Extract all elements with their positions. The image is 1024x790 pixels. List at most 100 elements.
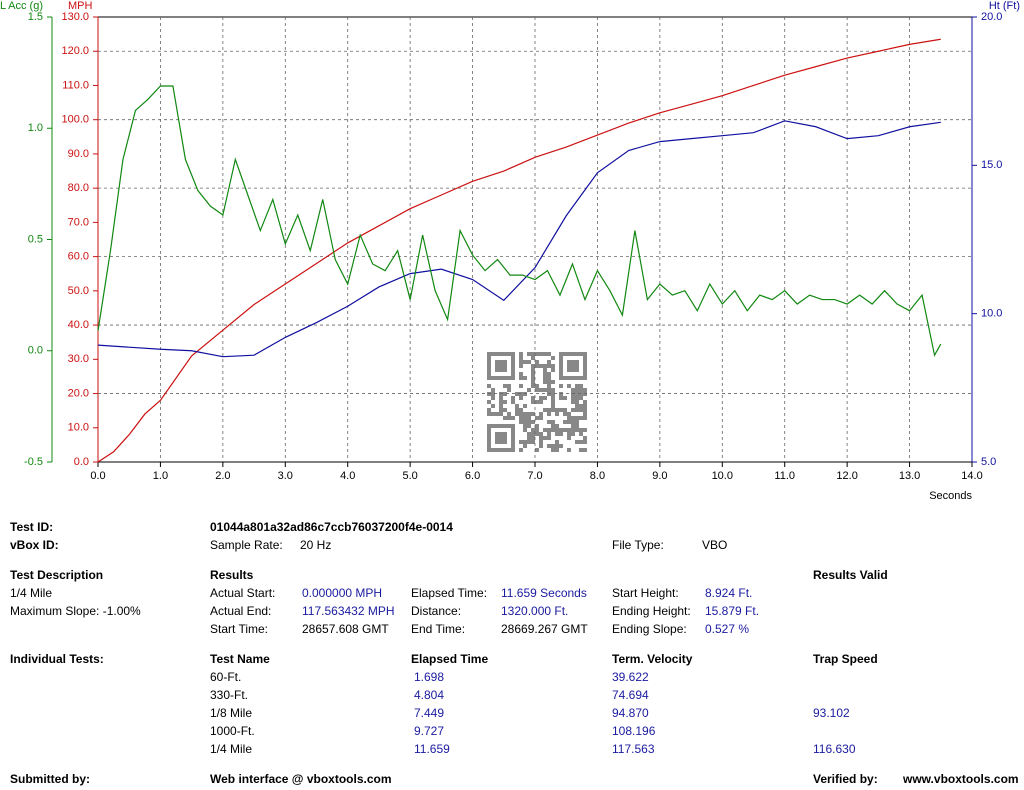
qr-cell (491, 412, 495, 416)
y-tick-label: 0.5 (28, 233, 43, 245)
qr-cell (551, 388, 555, 392)
x-tick-label: 14.0 (961, 470, 982, 482)
qr-cell (551, 396, 555, 400)
qr-cell (519, 416, 523, 420)
qr-cell (583, 408, 587, 412)
qr-cell (559, 408, 563, 412)
report-text: Ending Height: (612, 604, 691, 618)
qr-cell (531, 412, 535, 416)
qr-cell (551, 380, 555, 384)
qr-cell (551, 400, 555, 404)
qr-cell (519, 356, 523, 360)
qr-cell (539, 388, 543, 392)
qr-cell (547, 408, 551, 412)
qr-cell (531, 400, 535, 404)
qr-cell (571, 400, 575, 404)
qr-cell (567, 420, 571, 424)
qr-cell (531, 436, 535, 440)
qr-cell (487, 392, 491, 396)
qr-cell (491, 392, 495, 396)
qr-cell (543, 436, 547, 440)
qr-cell (531, 368, 535, 372)
qr-cell (515, 412, 519, 416)
x-tick-label: 0.0 (90, 470, 105, 482)
x-tick-label: 3.0 (278, 470, 293, 482)
qr-cell (519, 352, 523, 356)
qr-cell (575, 420, 579, 424)
qr-cell (527, 432, 531, 436)
qr-cell (515, 392, 519, 396)
qr-cell (519, 360, 523, 364)
qr-cell (579, 428, 583, 432)
qr-cell (527, 424, 531, 428)
qr-cell (547, 444, 551, 448)
y-tick-label: 130.0 (61, 11, 89, 23)
qr-cell (519, 448, 523, 452)
qr-cell (531, 432, 535, 436)
x-tick-label: 13.0 (899, 470, 920, 482)
qr-cell (507, 416, 511, 420)
qr-cell (551, 420, 555, 424)
qr-cell (503, 384, 507, 388)
x-tick-label: 9.0 (652, 470, 667, 482)
y-tick-label: 20.0 (981, 11, 1002, 23)
report-text: 7.449 (414, 706, 444, 720)
qr-cell (551, 444, 555, 448)
x-tick-label: 6.0 (465, 470, 480, 482)
report-text: Test Description (10, 568, 103, 582)
qr-cell (567, 432, 571, 436)
report-text: 11.659 (414, 742, 450, 756)
qr-cell (539, 432, 543, 436)
y-tick-label: 10.0 (981, 308, 1002, 320)
report-text: 15.879 Ft. (705, 604, 759, 618)
qr-cell (559, 392, 563, 396)
qr-cell (567, 448, 571, 452)
y-tick-label: 0.0 (74, 456, 89, 468)
qr-cell (535, 428, 539, 432)
qr-cell (531, 352, 535, 356)
report-text: 1/4 Mile (210, 742, 252, 756)
report-text: 01044a801a32ad86c7ccb76037200f4e-0014 (210, 520, 453, 534)
report-text: www.vboxtools.com (902, 772, 1019, 786)
qr-cell (567, 436, 571, 440)
qr-cell (579, 396, 583, 400)
qr-cell (519, 384, 523, 388)
report-text: Start Time: (210, 622, 268, 636)
qr-cell (491, 404, 495, 408)
y-tick-label: 40.0 (68, 319, 89, 331)
qr-cell (547, 388, 551, 392)
qr-cell (507, 384, 511, 388)
qr-cell (571, 424, 575, 428)
qr-cell (531, 428, 535, 432)
qr-cell (531, 372, 535, 376)
qr-cell (575, 392, 579, 396)
report-text: 8.924 Ft. (705, 586, 752, 600)
qr-cell (539, 436, 543, 440)
qr-cell (575, 400, 579, 404)
qr-cell (579, 440, 583, 444)
qr-cell (555, 440, 559, 444)
qr-cell (519, 364, 523, 368)
qr-cell (583, 436, 587, 440)
report-text: 11.659 Seconds (501, 586, 587, 600)
y-tick-label: 20.0 (68, 387, 89, 399)
qr-cell (551, 408, 555, 412)
qr-cell (487, 400, 491, 404)
qr-cell (571, 392, 575, 396)
qr-cell (543, 408, 547, 412)
qr-cell (559, 428, 563, 432)
qr-cell (527, 440, 531, 444)
qr-cell (571, 408, 575, 412)
qr-cell (571, 428, 575, 432)
qr-cell (527, 420, 531, 424)
qr-cell (523, 360, 527, 364)
report-text: 117.563 (612, 742, 655, 756)
qr-cell (539, 352, 543, 356)
qr-cell (539, 400, 543, 404)
qr-cell (579, 388, 583, 392)
qr-cell (555, 408, 559, 412)
report-text: Actual End: (210, 604, 271, 618)
x-tick-label: 12.0 (836, 470, 857, 482)
y-tick-label: 10.0 (68, 422, 89, 434)
qr-cell (575, 396, 579, 400)
